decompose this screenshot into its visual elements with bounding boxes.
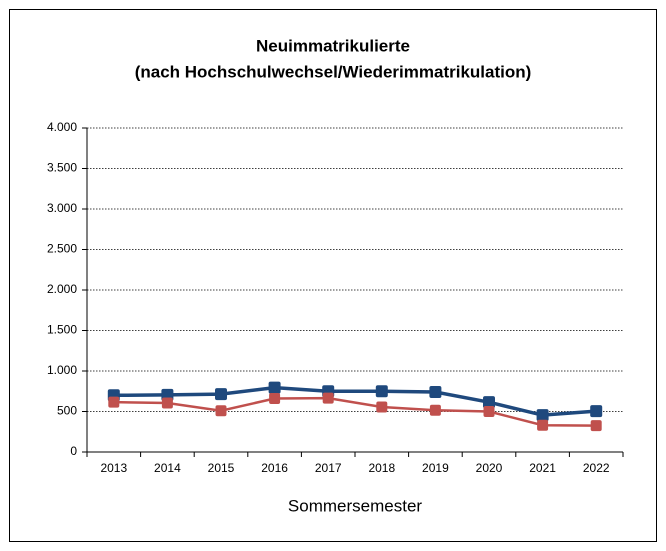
y-tick-label: 4.000 bbox=[47, 120, 77, 134]
x-tick-label: 2020 bbox=[476, 461, 503, 475]
marker bbox=[536, 409, 549, 422]
marker bbox=[376, 401, 388, 413]
marker bbox=[483, 406, 495, 417]
chart-title: Neuimmatrikulierte bbox=[256, 36, 410, 55]
marker bbox=[483, 396, 495, 409]
x-tick-label: 2013 bbox=[100, 461, 127, 475]
x-tick-label: 2018 bbox=[368, 461, 395, 475]
x-tick-label: 2015 bbox=[208, 461, 235, 475]
y-tick-label: 0 bbox=[70, 444, 77, 458]
x-tick-label: 2016 bbox=[261, 461, 288, 475]
series-line bbox=[113, 396, 597, 427]
marker bbox=[108, 396, 120, 408]
marker bbox=[322, 392, 334, 404]
y-tick-label: 3.000 bbox=[47, 201, 77, 215]
y-tick-label: 3.500 bbox=[47, 161, 77, 175]
x-tick-label: 2019 bbox=[422, 461, 449, 475]
chart-border bbox=[9, 9, 657, 542]
marker bbox=[537, 419, 549, 431]
marker bbox=[429, 404, 441, 416]
marker bbox=[590, 420, 602, 432]
marker bbox=[215, 405, 227, 417]
marker bbox=[590, 405, 603, 418]
marker bbox=[161, 397, 173, 409]
x-tick-label: 2022 bbox=[583, 461, 610, 475]
x-tick-label: 2021 bbox=[529, 461, 556, 475]
x-axis-label: Sommersemester bbox=[288, 496, 422, 515]
x-tick-label: 2014 bbox=[154, 461, 181, 475]
marker bbox=[375, 385, 388, 398]
y-tick-label: 500 bbox=[57, 404, 77, 418]
marker bbox=[215, 388, 227, 401]
y-tick-label: 1.500 bbox=[47, 323, 77, 337]
marker bbox=[269, 393, 281, 405]
chart-subtitle: (nach Hochschulwechsel/Wiederimmatrikula… bbox=[135, 62, 532, 81]
x-tick-label: 2017 bbox=[315, 461, 342, 475]
marker bbox=[429, 386, 442, 399]
y-tick-label: 2.000 bbox=[47, 282, 77, 296]
y-tick-label: 1.000 bbox=[47, 363, 77, 377]
series-line bbox=[113, 385, 597, 417]
y-tick-label: 2.500 bbox=[47, 242, 77, 256]
marker bbox=[268, 381, 281, 394]
